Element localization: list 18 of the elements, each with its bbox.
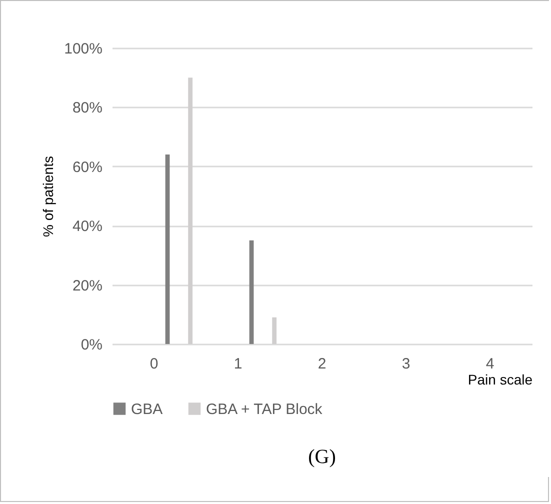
legend-label: GBA [131,400,163,418]
bar [165,154,170,344]
bar [249,240,254,344]
y-tick-label: 100% [64,40,102,58]
x-tick-label: 3 [402,356,410,372]
y-tick-label: 20% [72,277,102,294]
x-tick-label: 4 [486,356,494,372]
y-tick-label: 80% [72,100,102,117]
y-tick-label: 60% [72,158,102,176]
x-tick-label: 0 [150,356,158,372]
x-axis-title: Pain scale [468,372,533,388]
x-tick-label: 2 [318,356,326,372]
y-tick-label: 0% [80,336,102,354]
text: (G) [308,446,336,468]
legend-label: GBA + TAP Block [206,400,323,418]
y-tick-label: 40% [72,218,102,236]
x-tick-label: 1 [234,356,242,372]
y-axis-title: % of patients [40,156,56,237]
